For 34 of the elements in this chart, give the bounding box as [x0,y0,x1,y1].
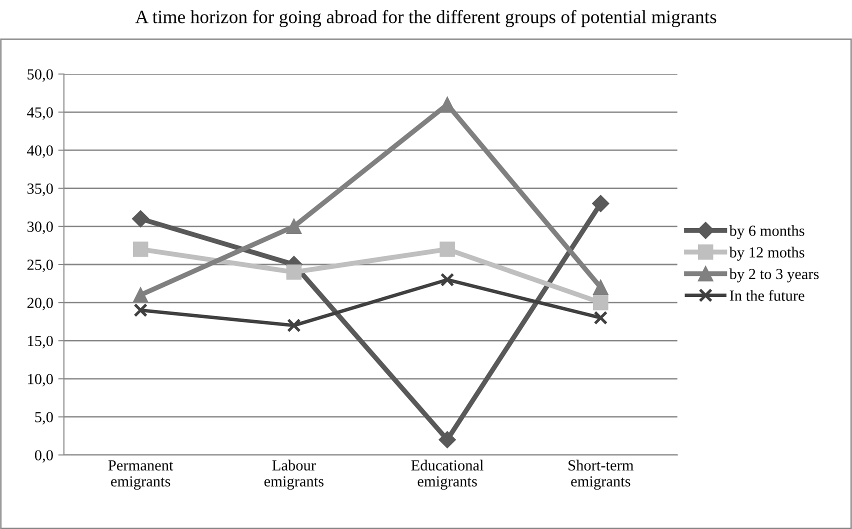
point [286,318,301,332]
y-tick-label: 10,0 [28,374,53,386]
x-tick-label: Labour emigrants [264,460,324,490]
legend-label: by 2 to 3 years [729,268,819,282]
chart-title: A time horizon for going abroad for the different groups of potential migrants [135,10,716,28]
y-tick-label: 45,0 [27,107,53,120]
y-tick-label: 35,0 [27,183,53,196]
point [440,272,454,287]
y-tick-label: 50,0 [28,69,53,82]
x-tick-label: Educational emigrants [411,460,484,490]
y-tick-label: 15,0 [28,336,53,348]
y-tick-label: 40,0 [27,145,53,158]
point [132,242,148,257]
point [594,310,608,325]
legend-label: by 12 moths [729,246,804,261]
point [440,242,455,257]
point [593,294,608,310]
x-tick-label: Short-term emigrants [568,460,634,490]
point [592,195,610,212]
y-tick-label: 5,0 [35,412,53,424]
y-tick-label: 30,0 [27,222,53,234]
point [438,431,456,448]
y-tick-label: 0,0 [34,450,53,463]
legend-label: by 6 months [729,225,804,240]
point [134,303,148,318]
point [593,280,608,295]
point [132,210,150,228]
y-tick-label: 20,0 [27,298,53,310]
legend-label: In the future [730,290,804,301]
y-tick-label: 25,0 [27,260,53,272]
point [286,218,302,234]
point [132,287,148,303]
x-tick-label: Permanent emigrants [108,460,174,490]
point [286,264,302,280]
